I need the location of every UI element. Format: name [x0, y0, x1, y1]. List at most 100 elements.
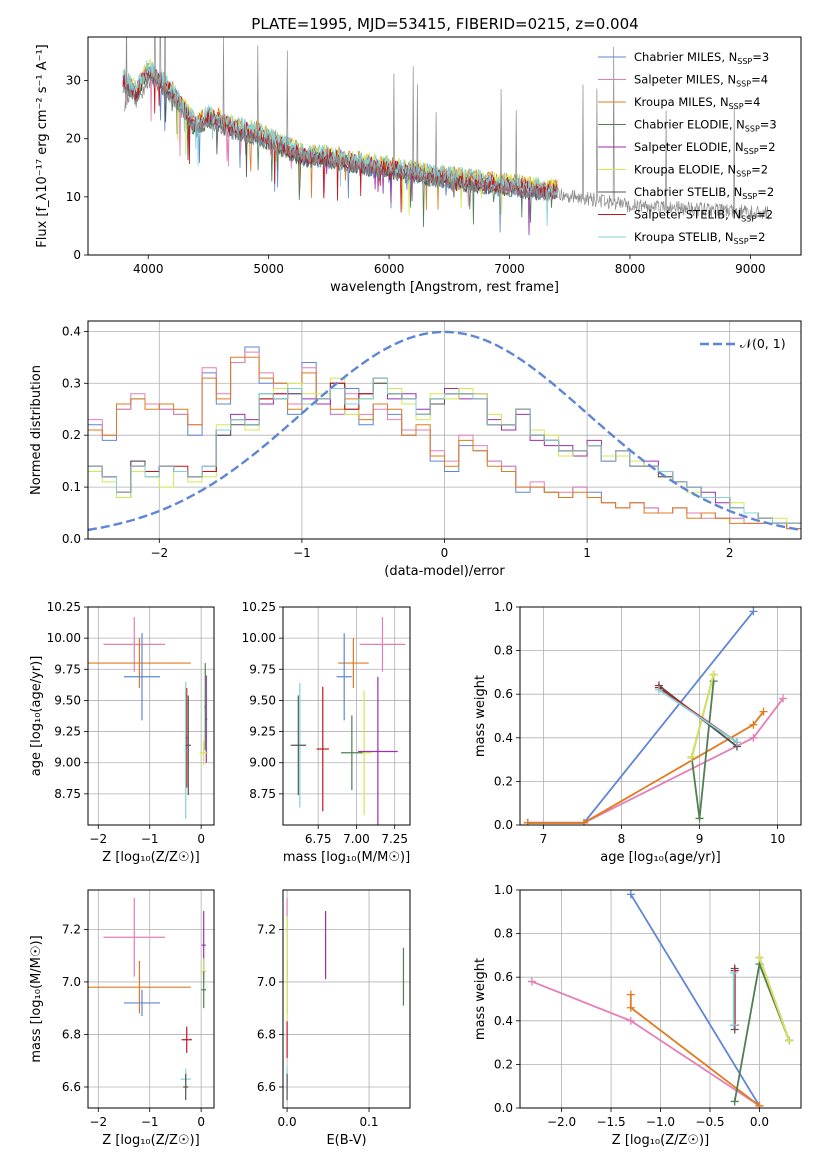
weight-marker [626, 990, 635, 999]
mass_vs_ebv-points [286, 897, 405, 1101]
x-tick-label: 0 [441, 546, 449, 560]
errorbar-point [336, 633, 352, 721]
weight-marker [759, 707, 768, 716]
y-tick-label: 9.25 [249, 725, 276, 739]
y-tick-label: 10.25 [47, 600, 81, 614]
x-tick-label: 0.0 [750, 1115, 769, 1129]
x-tick-label: −2.0 [547, 1115, 576, 1129]
weight_vs_z-axes: −2.0 −1.5 −1.0 −0.5 0.0 0.0 0.2 0.4 0.6 0.8 1.0 Z [… [473, 883, 801, 1148]
y-tick-label: 9.25 [54, 725, 81, 739]
x-axis-label: mass [log₁₀(M/M☉)] [283, 850, 410, 865]
x-axis-label: Z [log₁₀(Z/Z☉)] [102, 1133, 199, 1148]
x-tick-label: −1 [141, 1115, 159, 1129]
legend-subscript: SSP [736, 170, 751, 179]
histogram-step-line [88, 356, 801, 530]
legend-value: =3 [760, 118, 777, 132]
histogram-step-line [88, 377, 801, 524]
residual-series [88, 330, 801, 532]
errorbar-point [103, 897, 166, 977]
y-tick-label: 0.8 [494, 927, 513, 941]
legend-value: =4 [751, 73, 768, 87]
weight-marker [779, 694, 788, 703]
y-tick-label: 9.00 [249, 756, 276, 770]
legend-label: Kroupa MILES, NSSP=4 [634, 95, 760, 111]
y-tick-label: 0.1 [62, 480, 81, 494]
errorbar-point [204, 663, 207, 751]
y-tick-label: 0.3 [62, 376, 81, 390]
y-tick-label: 30 [66, 74, 81, 88]
errorbar-point [357, 676, 398, 825]
x-tick-label: −0.5 [695, 1115, 724, 1129]
legend-label: Salpeter ELODIE, NSSP=2 [634, 140, 776, 156]
errorbar-point [199, 740, 208, 766]
errorbar-point [201, 971, 207, 1009]
y-tick-label: 0.6 [494, 687, 513, 701]
age_vs_mass-frame [282, 606, 411, 826]
y-axis-label: mass weight [473, 675, 488, 757]
y-tick-label: 6.8 [62, 1027, 81, 1041]
mass_vs_ebv-axes: 0.0 0.1 6.6 6.8 7.0 7.2 E(B-V) [257, 890, 410, 1148]
x-tick-label: 7000 [494, 262, 525, 276]
y-tick-label: 9.75 [249, 662, 276, 676]
legend-value: =3 [752, 50, 769, 64]
y-tick-label: 0.2 [494, 774, 513, 788]
mass_vs_ebv-grid [283, 890, 410, 1108]
y-tick-label: 7.2 [257, 922, 276, 936]
spectrum-legend: Chabrier MILES, NSSP=3 Salpeter MILES, NS… [598, 50, 777, 246]
x-tick-label: −1.5 [596, 1115, 625, 1129]
age_vs_mass-axes: 6.75 7.00 7.25 8.75 9.00 9.25 9.50 9.75 10.00 10.… [242, 600, 411, 865]
y-axis-label: mass weight [473, 958, 488, 1040]
weight_vs_age-axes: 7 8 9 10 0.0 0.2 0.4 0.6 0.8 1.0 age [log₁₀(age/yr… [473, 600, 801, 865]
weight-line [527, 610, 755, 824]
x-tick-label: 1 [583, 546, 591, 560]
x-tick-label: 6000 [374, 262, 405, 276]
weight-line [630, 893, 761, 1107]
y-tick-label: 9.75 [54, 662, 81, 676]
x-tick-label: 8 [618, 832, 626, 846]
y-axis-label: age [log₁₀(age/yr)] [29, 656, 44, 777]
weight-marker [729, 1021, 738, 1030]
weight_vs_age-series [523, 607, 788, 825]
legend-subscript: SSP [736, 80, 751, 89]
y-tick-label: 9.50 [249, 693, 276, 707]
errorbar-point [88, 638, 191, 688]
weight-marker [755, 1101, 764, 1108]
x-axis-label: wavelength [Angstrom, rest frame] [330, 280, 559, 295]
x-tick-label: 10 [770, 832, 785, 846]
weight-marker [730, 1097, 739, 1106]
x-axis-label: (data-model)/error [384, 564, 505, 579]
legend-label: Chabrier MILES, NSSP=3 [634, 50, 769, 66]
spectrum-axes: 4000 5000 6000 7000 8000 9000 0 10 20 30 wavelengt… [35, 44, 766, 295]
legend-subscript: SSP [745, 125, 760, 134]
y-tick-label: 6.8 [257, 1027, 276, 1041]
age_vs_z-points [88, 616, 208, 819]
x-axis-label: Z [log₁₀(Z/Z☉)] [612, 1133, 709, 1148]
legend-label: Kroupa STELIB, NSSP=2 [634, 230, 765, 246]
legend-value: =2 [751, 163, 768, 177]
legend-label: Kroupa ELODIE, NSSP=2 [634, 163, 768, 179]
y-tick-label: 8.75 [249, 787, 276, 801]
errorbar-point [341, 715, 363, 791]
weight_vs_z-frame [519, 889, 802, 1109]
y-tick-label: 6.6 [257, 1080, 276, 1094]
x-tick-label: −1.0 [646, 1115, 675, 1129]
age_vs_z-grid [88, 606, 214, 825]
y-tick-label: 10 [66, 190, 81, 204]
legend-value: =2 [749, 230, 766, 244]
y-tick-label: 0.8 [494, 644, 513, 658]
weight-line [531, 980, 760, 1107]
residuals-frame [87, 320, 802, 540]
y-axis-label: Normed distribution [29, 365, 44, 495]
y-tick-label: 10.00 [242, 631, 276, 645]
legend-label: 𝒩(0, 1) [740, 336, 786, 351]
x-tick-label: 9 [696, 832, 704, 846]
figure-title: PLATE=1995, MJD=53415, FIBERID=0215, z=0… [251, 15, 638, 33]
mass_vs_z-axes: −2 −1 0 6.6 6.8 7.0 7.2 Z [log₁₀(Z/Z☉)] mass [lo… [29, 890, 214, 1148]
x-tick-label: −2 [89, 1115, 107, 1129]
legend-subscript: SSP [744, 147, 759, 156]
weight-marker [749, 607, 758, 616]
legend-value: =2 [757, 185, 774, 199]
spectrum-series [122, 37, 769, 236]
y-tick-label: 0.4 [62, 324, 81, 338]
